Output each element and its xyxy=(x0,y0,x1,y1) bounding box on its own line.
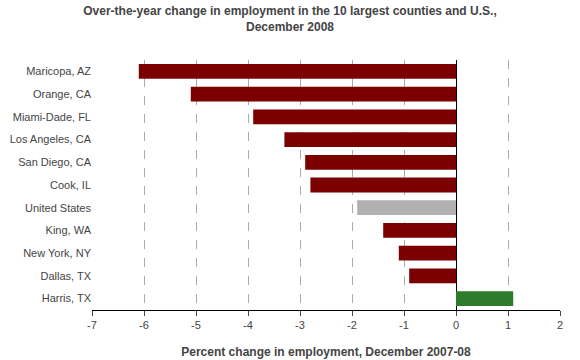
svg-text:King, WA: King, WA xyxy=(46,224,92,236)
svg-text:Over-the-year change in employ: Over-the-year change in employment in th… xyxy=(83,4,496,34)
svg-text:Los Angeles, CA: Los Angeles, CA xyxy=(10,133,92,145)
svg-text:Dallas, TX: Dallas, TX xyxy=(40,270,91,282)
svg-text:-2: -2 xyxy=(347,319,357,331)
svg-text:-1: -1 xyxy=(399,319,409,331)
svg-text:0: 0 xyxy=(453,319,459,331)
svg-text:Miami-Dade, FL: Miami-Dade, FL xyxy=(13,111,91,123)
svg-text:San Diego, CA: San Diego, CA xyxy=(18,156,91,168)
svg-text:-3: -3 xyxy=(295,319,305,331)
svg-text:-4: -4 xyxy=(243,319,253,331)
svg-text:-7: -7 xyxy=(87,319,97,331)
svg-text:1: 1 xyxy=(505,319,511,331)
svg-text:Cook, IL: Cook, IL xyxy=(50,179,91,191)
svg-text:Percent change in employment,: Percent change in employment, December 2… xyxy=(181,345,471,359)
svg-text:United States: United States xyxy=(25,202,92,214)
svg-text:2: 2 xyxy=(557,319,563,331)
svg-text:-5: -5 xyxy=(191,319,201,331)
svg-text:-6: -6 xyxy=(139,319,149,331)
svg-text:Harris, TX: Harris, TX xyxy=(42,292,92,304)
svg-text:Orange, CA: Orange, CA xyxy=(33,88,92,100)
svg-text:New York, NY: New York, NY xyxy=(23,247,92,259)
svg-text:Maricopa, AZ: Maricopa, AZ xyxy=(26,65,91,77)
